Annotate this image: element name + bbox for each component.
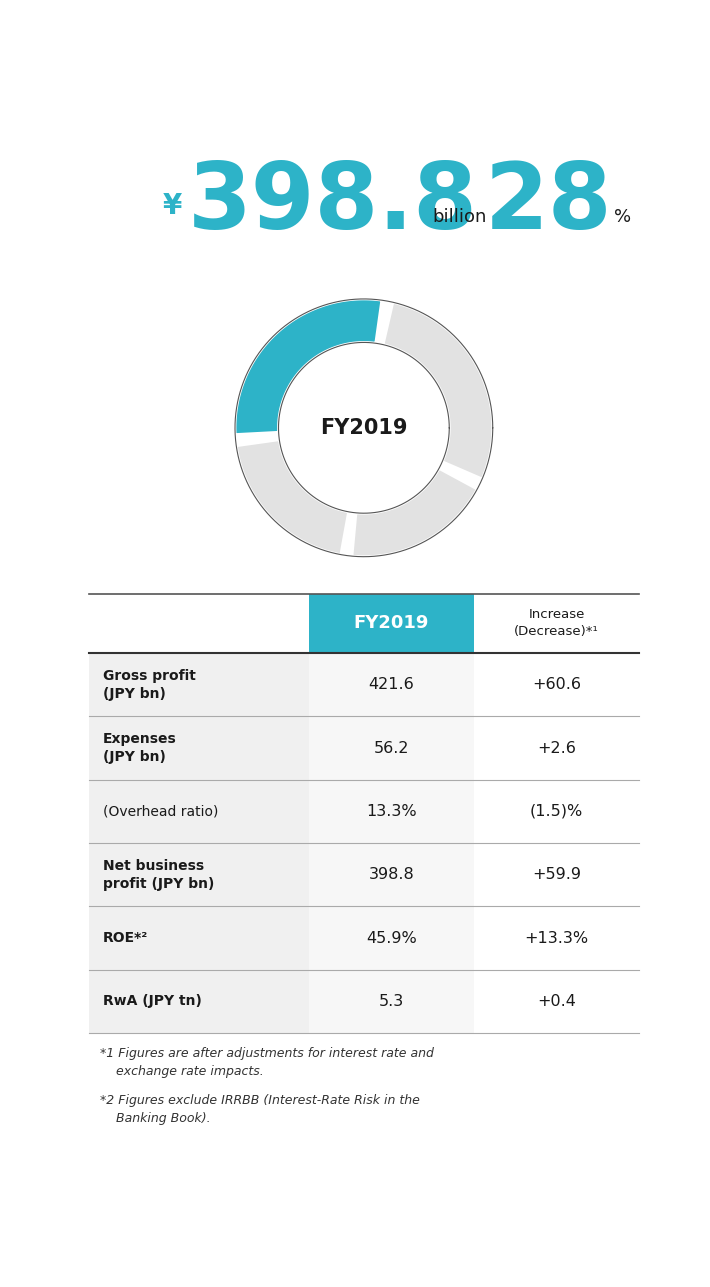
Polygon shape	[235, 299, 382, 435]
Bar	[309, 593, 474, 653]
Bar	[89, 843, 309, 906]
Text: +59.9: +59.9	[532, 867, 581, 883]
Bar	[309, 970, 474, 1033]
Bar	[309, 653, 474, 717]
Text: 421.6: 421.6	[368, 677, 414, 692]
Text: FY2019: FY2019	[320, 418, 408, 438]
Text: 5.3: 5.3	[378, 994, 404, 1009]
Text: 45.9%: 45.9%	[366, 931, 417, 946]
Polygon shape	[383, 302, 493, 479]
Polygon shape	[236, 440, 349, 555]
Text: %: %	[614, 207, 631, 225]
Text: ¥: ¥	[163, 192, 182, 220]
Text: (Overhead ratio): (Overhead ratio)	[102, 804, 218, 819]
Bar	[309, 906, 474, 970]
Text: 56.2: 56.2	[373, 740, 409, 755]
Bar	[89, 780, 309, 843]
Bar	[309, 780, 474, 843]
Bar	[89, 653, 309, 717]
Text: RwA (JPY tn): RwA (JPY tn)	[102, 995, 202, 1009]
Text: 398.8: 398.8	[187, 158, 478, 248]
Text: ROE*²: ROE*²	[102, 931, 148, 945]
Bar	[474, 780, 639, 843]
Bar	[474, 593, 639, 653]
Text: 13.3%: 13.3%	[366, 804, 417, 819]
Bar	[474, 653, 639, 717]
Text: billion: billion	[432, 207, 487, 225]
Bar	[89, 970, 309, 1033]
Bar	[89, 717, 309, 780]
Bar	[474, 843, 639, 906]
Text: FY2019: FY2019	[354, 614, 429, 632]
Text: +2.6: +2.6	[537, 740, 576, 755]
Bar	[474, 970, 639, 1033]
Text: Gross profit
(JPY bn): Gross profit (JPY bn)	[102, 668, 195, 701]
Bar	[474, 717, 639, 780]
Text: 28: 28	[485, 158, 613, 248]
Text: +0.4: +0.4	[537, 994, 576, 1009]
Bar	[474, 906, 639, 970]
Text: (1.5)%: (1.5)%	[530, 804, 583, 819]
Text: +60.6: +60.6	[532, 677, 581, 692]
Text: *2 Figures exclude IRRBB (Interest-Rate Risk in the
    Banking Book).: *2 Figures exclude IRRBB (Interest-Rate …	[99, 1094, 420, 1125]
Polygon shape	[352, 468, 477, 557]
Bar	[89, 593, 309, 653]
Text: +13.3%: +13.3%	[525, 931, 589, 946]
Text: Increase
(Decrease)*¹: Increase (Decrease)*¹	[514, 609, 599, 638]
Bar	[309, 843, 474, 906]
Text: 398.8: 398.8	[368, 867, 414, 883]
Text: Net business
profit (JPY bn): Net business profit (JPY bn)	[102, 858, 214, 891]
Text: Expenses
(JPY bn): Expenses (JPY bn)	[102, 732, 176, 764]
Bar	[309, 717, 474, 780]
Text: *1 Figures are after adjustments for interest rate and
    exchange rate impacts: *1 Figures are after adjustments for int…	[99, 1046, 434, 1077]
Bar	[89, 906, 309, 970]
